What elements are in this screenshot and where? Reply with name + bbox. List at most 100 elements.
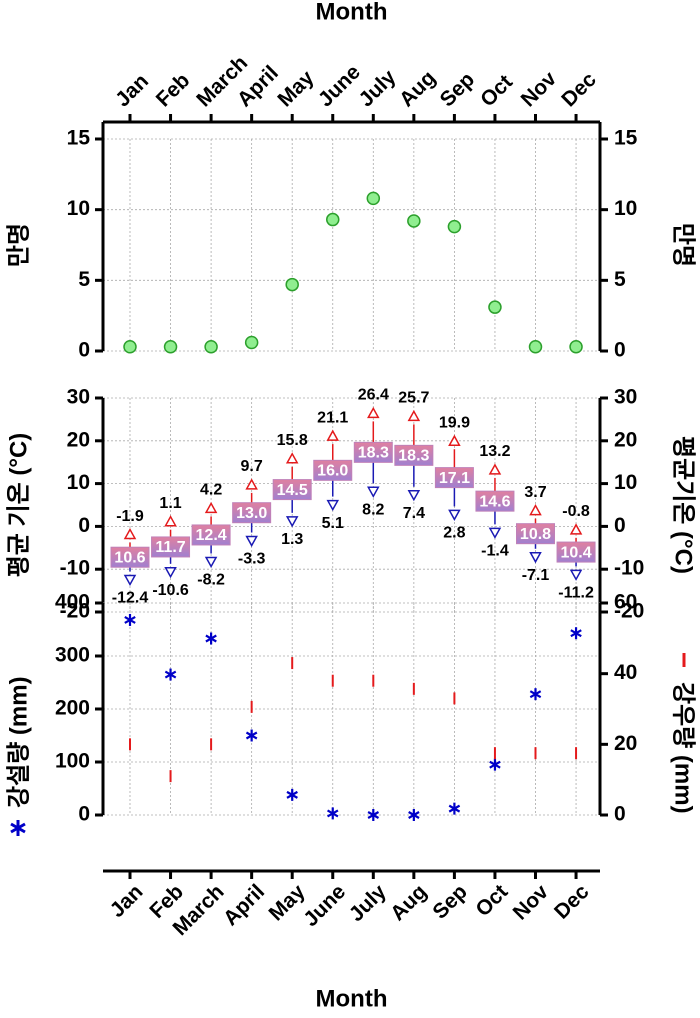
point-stroke (245, 731, 258, 740)
y2-tick-label: 10 (614, 197, 637, 220)
y2-tick-label: 0 (614, 514, 626, 537)
range-label: 10.8 (520, 526, 551, 543)
high-marker (326, 429, 340, 441)
high-marker (245, 478, 258, 490)
y2-axis-title: 만명 (670, 223, 697, 267)
mean-box (516, 523, 555, 545)
range-label: 11.7 (155, 539, 185, 556)
y2-tick-label: 0 (614, 339, 626, 362)
mean-box (191, 524, 231, 546)
point-stroke (124, 616, 136, 624)
y2-tick-label: 20 (614, 428, 637, 451)
y2-tick-label: 20 (614, 732, 637, 755)
x-tick-label: Nov (517, 67, 562, 112)
low-marker (285, 516, 299, 528)
high-label: 15.8 (277, 432, 308, 449)
x-tick-label: June (299, 880, 350, 931)
mean-box (272, 479, 312, 501)
low-marker (204, 556, 218, 569)
point (327, 807, 339, 820)
y2-tick-label: 0 (614, 803, 626, 826)
low-label: -10.6 (152, 582, 189, 599)
high-label: -1.9 (116, 508, 144, 525)
x-tick-label: Oct (471, 880, 512, 921)
point (245, 729, 258, 742)
x-tick-label: Oct (476, 70, 517, 111)
x-tick-label: May (273, 66, 318, 111)
low-label: -8.2 (197, 572, 225, 589)
low-label: -3.3 (238, 551, 266, 568)
point (569, 340, 583, 354)
low-label: 5.1 (322, 515, 344, 532)
y2-tick-label: -20 (614, 600, 644, 623)
point (286, 788, 298, 801)
legend-label: 강설량 (mm) (5, 676, 32, 808)
point (408, 809, 420, 821)
point-stroke (164, 670, 177, 679)
point (163, 340, 178, 354)
y-tick-label: 200 (55, 697, 90, 720)
y2-tick-label: 15 (614, 127, 638, 150)
point (244, 335, 259, 350)
y2-axis-title: 평균기온 (°C) (670, 436, 697, 574)
legend-swatch (10, 820, 26, 836)
mean-box (475, 490, 515, 512)
x-tick-label: Aug (395, 66, 440, 111)
range-label: 14.5 (277, 482, 308, 499)
y-tick-label: 400 (55, 591, 90, 614)
range-label: 17.1 (439, 470, 470, 487)
low-marker (326, 499, 340, 512)
high-marker (204, 501, 218, 514)
x-tick-label: Jan (111, 70, 153, 112)
low-marker (488, 527, 502, 539)
mean-box (394, 444, 434, 466)
range-label: 12.4 (196, 527, 227, 544)
x-axis-title: Month (316, 0, 388, 25)
range-label: 13.0 (236, 505, 267, 522)
high-marker (285, 452, 299, 464)
x-tick-label: Nov (509, 880, 554, 925)
legend-swatch-stroke (10, 822, 26, 834)
y-tick-label: 10 (67, 471, 90, 494)
point (124, 613, 136, 626)
high-label: 1.1 (159, 495, 181, 512)
high-marker (164, 515, 177, 527)
point (447, 219, 462, 234)
point (489, 758, 501, 771)
high-marker (448, 434, 461, 446)
point-stroke (286, 790, 298, 799)
low-marker (164, 567, 177, 579)
low-marker (245, 535, 258, 548)
y-tick-label: 0 (78, 514, 90, 537)
high-label: 3.7 (524, 484, 546, 501)
mean-box (151, 536, 191, 558)
range-label: 18.3 (358, 445, 389, 462)
y2-tick-label: 10 (614, 471, 637, 494)
mean-box (556, 541, 596, 563)
low-label: -1.4 (481, 543, 509, 560)
low-label: -7.1 (522, 567, 550, 584)
high-marker (529, 504, 542, 516)
point (204, 340, 218, 354)
low-marker (569, 569, 583, 581)
y-tick-label: 100 (55, 750, 90, 773)
y-tick-label: 10 (67, 197, 90, 220)
point (488, 300, 502, 314)
point (123, 340, 137, 354)
point-stroke (489, 760, 501, 769)
point (285, 277, 299, 292)
legend-label: 강우량 (mm) (670, 682, 697, 814)
y2-tick-label: 40 (614, 661, 637, 684)
x-tick-label: Sep (436, 68, 479, 111)
mean-box (313, 459, 353, 481)
low-label: 2.8 (443, 525, 465, 542)
low-marker (367, 486, 380, 498)
point (528, 340, 543, 354)
point (529, 688, 542, 701)
high-label: 19.9 (439, 414, 470, 431)
mean-box (353, 441, 393, 463)
range-label: 10.6 (114, 549, 145, 566)
high-label: 21.1 (317, 409, 348, 426)
point-stroke (327, 809, 339, 818)
